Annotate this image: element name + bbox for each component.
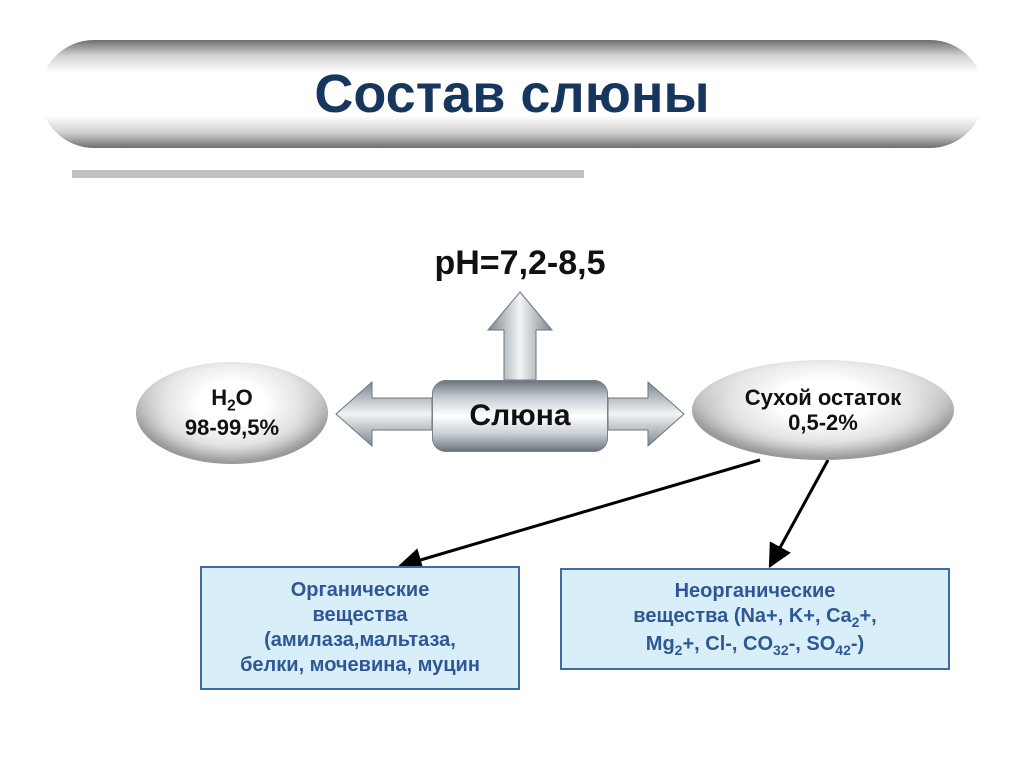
- water-percent: 98-99,5%: [185, 415, 279, 440]
- center-node-label: Слюна: [469, 399, 570, 433]
- organic-box: Органические вещества (амилаза,мальтаза,…: [200, 566, 520, 690]
- inorganic-line2: вещества (Na+, K+, Ca2+,: [570, 604, 940, 632]
- title-band: Состав слюны: [40, 40, 984, 148]
- center-node: Слюна: [432, 380, 608, 452]
- slide: Состав слюны pH=7,2-8,5 Слюна H2O 98-99,…: [0, 0, 1024, 767]
- ph-value: pH=7,2-8,5: [375, 244, 665, 283]
- arrow-right: [608, 382, 684, 446]
- organic-line4: белки, мочевина, муцин: [210, 653, 510, 678]
- title-underline: [72, 170, 584, 178]
- arrow-to-organic: [400, 460, 760, 566]
- dry-residue-label: Сухой остаток: [745, 385, 901, 410]
- dry-residue-percent: 0,5-2%: [788, 410, 858, 435]
- arrow-left: [336, 382, 432, 446]
- organic-line1: Органические: [210, 578, 510, 603]
- page-title: Состав слюны: [314, 63, 709, 125]
- arrow-to-inorganic: [770, 460, 828, 566]
- water-node: H2O 98-99,5%: [136, 362, 328, 464]
- dry-residue-node: Сухой остаток 0,5-2%: [692, 360, 954, 460]
- inorganic-line3: Mg2+, Cl-, CO32-, SO42-): [570, 632, 940, 660]
- arrow-up: [488, 292, 552, 380]
- inorganic-box: Неорганические вещества (Na+, K+, Ca2+, …: [560, 568, 950, 670]
- organic-line2: вещества: [210, 603, 510, 628]
- inorganic-line1: Неорганические: [570, 579, 940, 604]
- organic-line3: (амилаза,мальтаза,: [210, 628, 510, 653]
- water-formula: H2O: [211, 385, 253, 415]
